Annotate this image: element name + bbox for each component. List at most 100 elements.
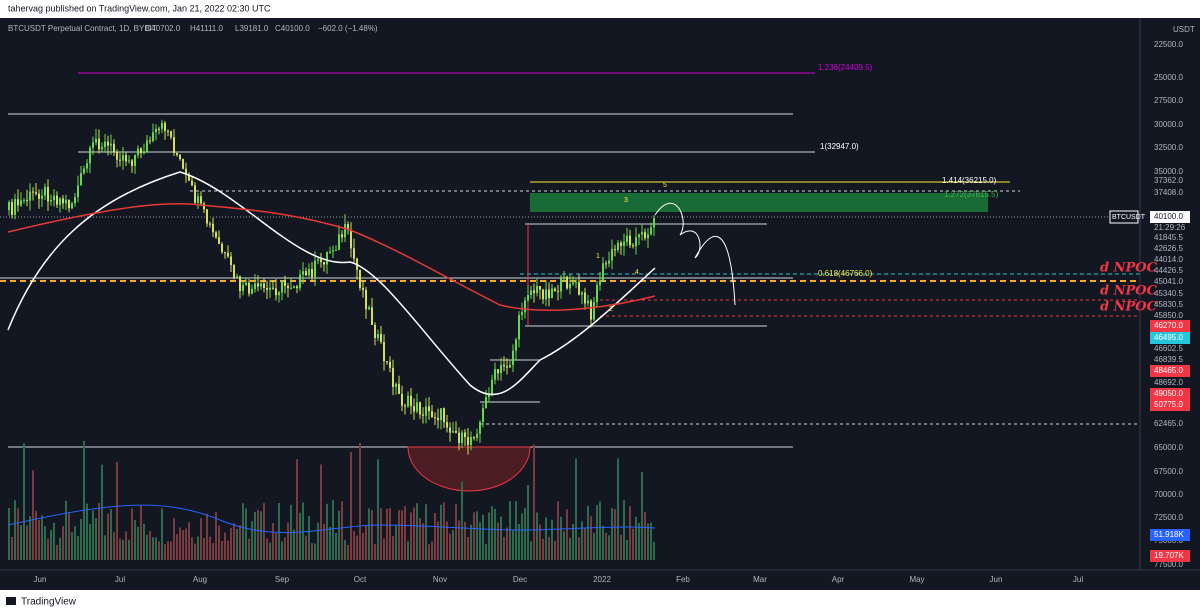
candle [296,286,298,289]
volume-bar [188,522,190,560]
candle [275,288,277,296]
candle [539,285,541,290]
candle [284,280,286,286]
volume-bar [629,506,631,560]
volume-bar [284,537,286,560]
candle [206,209,208,224]
candle [332,250,334,252]
volume-bar [368,508,370,560]
time-label: Jun [34,575,47,584]
candle [374,324,376,339]
time-label: Apr [832,575,845,584]
volume-bar [641,471,643,560]
candle [653,218,655,228]
volume-bar [65,500,67,560]
legend-text: O40702.0 [145,24,181,33]
candle [641,232,643,235]
candle [440,408,442,421]
volume-bar [329,526,331,560]
volume-bar [92,510,94,560]
candle [500,364,502,374]
price-badge [1150,320,1190,332]
price-label: 41845.5 [1154,233,1183,242]
candle [128,160,130,162]
volume-bar [311,542,313,560]
volume-bar [347,544,349,560]
volume-bar [20,525,22,560]
candle [530,290,532,296]
candle [572,282,574,285]
volume-bar [599,501,601,560]
volume-bar [152,537,154,560]
volume-bar [590,516,592,560]
volume-bar [161,508,163,560]
candle [401,393,403,406]
candle [53,195,55,201]
volume-bar [362,532,364,560]
volume-bar [614,509,616,560]
publisher: tahervag published on TradingView.com, J… [8,3,271,13]
price-badge [1150,211,1190,223]
volume-bar [377,459,379,560]
volume-bar [140,505,142,560]
candle [449,427,451,433]
time-label: Jun [990,575,1003,584]
candle [581,292,583,295]
volume-bar [425,504,427,560]
candle [611,249,613,261]
candle [254,283,256,289]
volume-bar [185,528,187,560]
price-label: 45340.5 [1154,289,1183,298]
volume-bar [320,464,322,560]
candle [134,155,136,166]
volume-bar [446,521,448,560]
volume-bar [464,521,466,560]
volume-bar [584,528,586,560]
candle [101,147,103,150]
candle [431,411,433,418]
legend-text: C40100.0 [275,24,310,33]
candle [227,252,229,257]
volume-bar [194,543,196,560]
volume-bar [278,503,280,560]
volume-bar [410,512,412,560]
candle [590,300,592,320]
candle [164,122,166,131]
volume-bar [299,512,301,560]
candle [527,295,529,301]
candle [248,282,250,294]
candle [302,271,304,275]
candle [305,271,307,276]
volume-bar [434,513,436,560]
price-badge-label: 19.707K [1154,551,1184,560]
volume-bar [359,442,361,560]
volume-bar [539,524,541,560]
candle [41,195,43,199]
candle [635,237,637,247]
volume-bar [269,542,271,560]
candle [542,289,544,300]
volume-bar [62,526,64,560]
volume-bar [146,534,148,560]
candle [587,300,589,304]
candle [644,232,646,239]
volume-bar [350,452,352,560]
wave-label: 4 [635,269,639,276]
volume-bar [8,508,10,560]
volume-bar [107,513,109,560]
symbol-tag: BTCUSDT [1112,214,1146,221]
candle [434,417,436,419]
price-badge [1150,388,1190,400]
candle [62,198,64,204]
candle [380,333,382,343]
volume-bar [203,538,205,560]
candle [215,232,217,238]
time-label: Aug [193,575,207,584]
volume-bar [80,519,82,560]
volume-bar [602,525,604,560]
candle [269,287,271,290]
time-label: Oct [354,575,367,584]
candle [38,193,40,199]
candle [647,234,649,239]
volume-bar [461,481,463,560]
